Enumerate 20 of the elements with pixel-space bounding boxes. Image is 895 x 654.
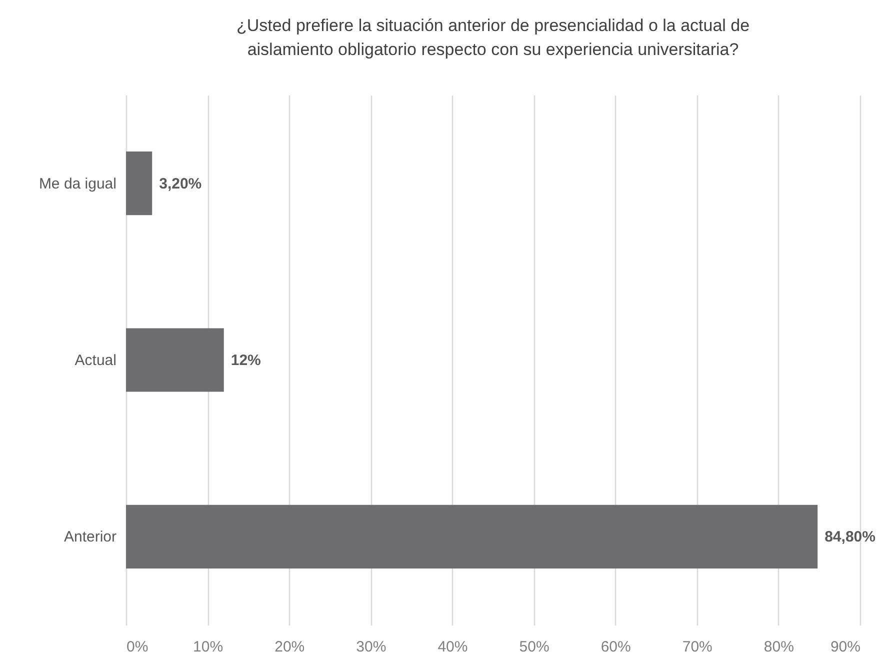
y-tick-label: Anterior [64, 528, 116, 546]
data-label: 84,80% [824, 528, 876, 546]
x-tick-label: 60% [600, 638, 631, 654]
bar [126, 504, 818, 568]
x-tick-label: 70% [682, 638, 712, 654]
x-tick-label: 20% [274, 638, 305, 654]
x-tick-label: 30% [356, 638, 386, 654]
bar [126, 152, 152, 216]
bar [126, 328, 224, 392]
chart-title: ¿Usted prefiere la situación anterior de presencialidad o la actual de aislamiento obligatorio respecto con su experiencia universitaria? [236, 16, 750, 59]
x-tick-label: 80% [764, 638, 794, 654]
x-tick-label: 90% [830, 638, 860, 654]
y-tick-label: Me da igual [38, 175, 116, 192]
data-label: 12% [230, 352, 261, 369]
x-tick-label: 40% [438, 638, 468, 654]
x-tick-label: 10% [193, 638, 224, 654]
x-tick-label: 0% [126, 638, 148, 654]
y-tick-label: Actual [74, 352, 116, 369]
x-tick-label: 50% [519, 638, 550, 654]
data-label: 3,20% [159, 175, 202, 192]
